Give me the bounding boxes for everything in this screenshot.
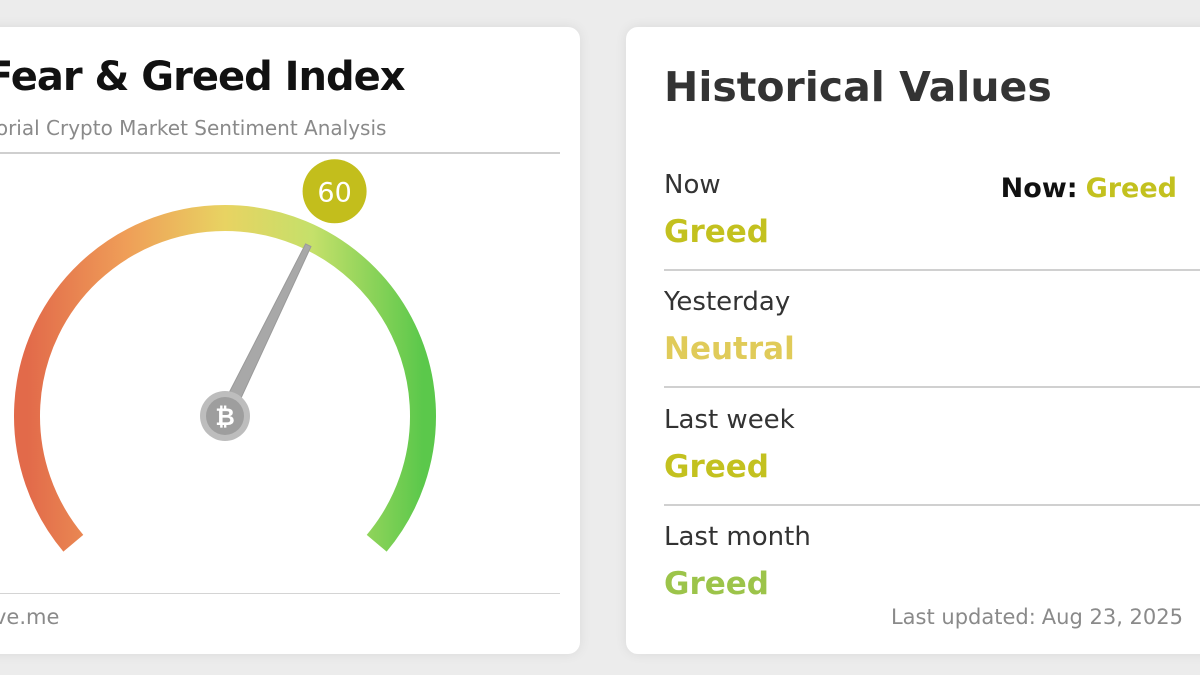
historical-title: Historical Values (664, 63, 1052, 111)
history-value: Greed (664, 214, 769, 250)
history-divider (664, 269, 1200, 271)
now-value: Greed (1085, 173, 1177, 204)
now-label: Now: (1000, 173, 1078, 204)
last-updated: Last updated: Aug 23, 2025 (885, 605, 1183, 629)
last-updated-date: Aug 23, 2025 (1041, 605, 1183, 629)
bitcoin-glyph: ₿ (215, 403, 235, 431)
history-label: Last week (664, 405, 795, 435)
index-title: Fear & Greed Index (0, 54, 406, 100)
history-value: Greed (664, 566, 769, 602)
history-label: Now (664, 170, 721, 200)
history-label: Last month (664, 522, 811, 552)
now-status: Now: Greed (1001, 173, 1177, 204)
index-subtitle: torial Crypto Market Sentiment Analysis (0, 116, 387, 140)
last-updated-label: Last updated: (890, 605, 1036, 629)
fear-greed-card (0, 27, 580, 654)
source-link[interactable]: ve.me (0, 605, 60, 629)
history-value: Neutral (664, 331, 795, 367)
history-label: Yesterday (664, 287, 791, 317)
value-badge (302, 159, 367, 224)
gauge-arc (14, 205, 436, 552)
bottom-divider (0, 593, 560, 594)
sentiment-gauge: ₿ 60 (14, 159, 436, 552)
history-divider (664, 386, 1200, 388)
historical-values-card (626, 27, 1200, 654)
history-divider (664, 504, 1200, 506)
bitcoin-icon (206, 397, 244, 435)
top-divider (0, 152, 560, 154)
gauge-value: 60 (317, 177, 351, 208)
history-value: Greed (664, 449, 769, 485)
